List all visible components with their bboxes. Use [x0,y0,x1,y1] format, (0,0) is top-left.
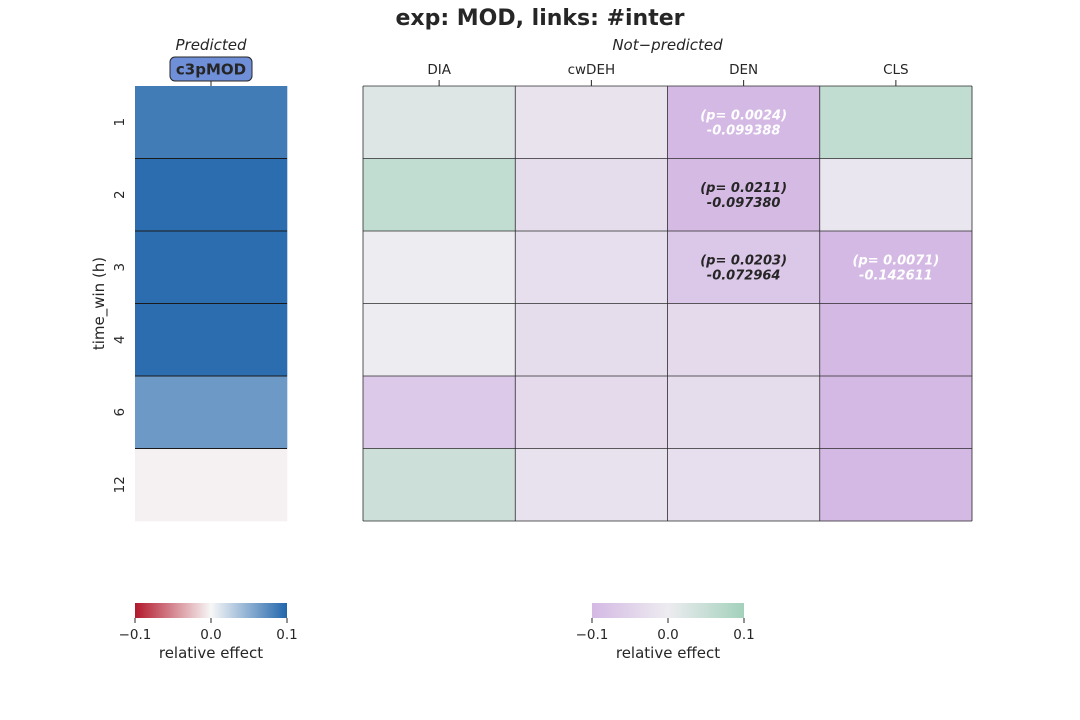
heatmap-cell [135,303,288,377]
colorbar-bar [592,603,744,618]
heatmap-cell [135,376,288,449]
x-tick-label: cwDEH [568,62,616,78]
cell-annotation-value: -0.099388 [707,123,781,138]
x-tick-label: c3pMOD [176,61,246,79]
colorbar-tick-label: −0.1 [119,627,152,643]
heatmap-cell [819,231,973,304]
colorbar-tick-label: 0.0 [657,627,678,643]
heatmap-cell [819,376,973,449]
cell-annotation-value: -0.142611 [859,268,933,283]
y-tick-label: 4 [112,335,128,344]
column-label-box [169,56,253,82]
heatmap-cell [819,86,973,159]
y-tick-label: 12 [112,476,128,493]
cell-annotation-p: (p= 0.0071) [852,253,939,268]
heatmap-cell [363,376,516,449]
heatmap-cell [363,86,516,159]
y-tick-label: 2 [112,190,128,199]
heatmap-cell [667,448,821,522]
colorbar-label: relative effect [159,644,263,662]
heatmap-cell [363,448,516,522]
heatmap-cell [667,303,821,377]
colorbar-tick-label: 0.1 [276,627,297,643]
heatmap-cell [667,231,821,304]
heatmap-cell [667,376,821,449]
y-tick-label: 3 [112,263,128,272]
colorbar-tick-label: 0.1 [733,627,754,643]
colorbars: −0.1 0.0 0.1 relative effect −0.1 0.0 0.1 relat… [119,603,755,662]
heatmap-cell [515,376,668,449]
heatmap-cell [363,303,516,377]
heatmap-cell [667,86,821,159]
colorbar-label: relative effect [616,644,720,662]
heatmap-cell [515,86,668,159]
figure-title: exp: MOD, links: #inter [395,6,684,31]
cell-annotation-p: (p= 0.0211) [700,181,787,196]
heatmap-cell [135,86,288,159]
panel-subtitle: Predicted [175,36,246,54]
colorbar-bar [135,603,287,618]
heatmap-cell [819,448,973,522]
heatmap-cell [515,158,668,232]
x-tick-label: DIA [427,62,451,78]
x-tick-label: CLS [883,62,909,78]
heatmap-cell [515,231,668,304]
panel-subtitle: Not−predicted [612,36,723,54]
heatmap-cell [363,158,516,232]
heatmap-cell [515,303,668,377]
cell-annotation-value: -0.097380 [707,196,781,211]
colorbar-tick-label: 0.0 [200,627,221,643]
cell-annotation-p: (p= 0.0024) [700,108,787,123]
x-tick-label: DEN [729,62,758,78]
heatmap-cell [819,158,973,232]
heatmap-cell [135,158,288,232]
y-axis-label: time_win (h) [90,257,109,350]
heatmap-cell [819,303,973,377]
cell-annotation-value: -0.072964 [707,268,781,283]
heatmap-cell [135,231,288,304]
y-tick-label: 6 [112,408,128,417]
heatmap-cell [667,158,821,232]
heatmap-cell [363,231,516,304]
heatmap-cell [515,448,668,522]
heatmap-cell [135,448,288,522]
y-tick-label: 1 [112,118,128,127]
colorbar-tick-label: −0.1 [576,627,609,643]
cell-annotation-p: (p= 0.0203) [700,253,787,268]
